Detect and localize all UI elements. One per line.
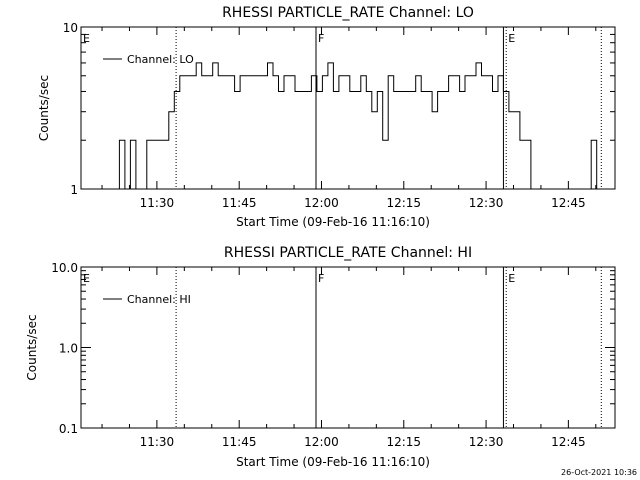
chart-title: RHESSI PARTICLE_RATE Channel: HI (224, 245, 472, 261)
chart-panel-lo: RHESSI PARTICLE_RATE Channel: LO Counts/s… (37, 5, 616, 229)
chart-title: RHESSI PARTICLE_RATE Channel: LO (222, 5, 474, 21)
series-line-lo (113, 62, 603, 190)
x-tick-label: 12:30 (469, 435, 504, 449)
x-tick-label: 12:00 (304, 435, 339, 449)
plot-frame (80, 26, 616, 190)
y-tick-label: 1.0 (59, 342, 78, 356)
x-tick-label: 12:00 (304, 196, 339, 210)
event-marker-label: E (83, 272, 90, 285)
y-tick-label: 1 (70, 183, 78, 197)
legend-entry: Channel: HI (127, 293, 191, 306)
event-marker-label: F (318, 272, 324, 285)
x-tick-label: 12:30 (469, 196, 504, 210)
x-axis-label: Start Time (09-Feb-16 11:16:10) (236, 455, 430, 469)
x-tick-label: 11:45 (222, 196, 257, 210)
y-tick-label: 0.1 (59, 422, 78, 436)
event-marker-label: E (83, 32, 90, 45)
legend-entry: Channel: LO (127, 53, 194, 66)
event-marker-label: E (508, 32, 515, 45)
x-tick-label: 12:15 (386, 435, 421, 449)
x-tick-label: 12:45 (551, 435, 586, 449)
y-axis-label: Counts/sec (25, 314, 39, 380)
plot-frame (80, 266, 616, 429)
x-tick-label: 11:30 (140, 196, 175, 210)
x-axis-label: Start Time (09-Feb-16 11:16:10) (236, 215, 430, 229)
x-tick-label: 12:15 (386, 196, 421, 210)
footer-timestamp: 26-Oct-2021 10:36 (561, 468, 637, 477)
x-tick-label: 11:30 (140, 435, 175, 449)
x-tick-label: 11:45 (222, 435, 257, 449)
event-marker-label: E (508, 272, 515, 285)
y-tick-label: 10.0 (51, 261, 78, 275)
chart-panel-hi: RHESSI PARTICLE_RATE Channel: HI Counts/s… (25, 245, 616, 469)
y-tick-label: 10 (63, 21, 78, 35)
x-tick-label: 12:45 (551, 196, 586, 210)
event-marker-label: F (318, 32, 324, 45)
y-axis-label: Counts/sec (37, 75, 51, 141)
